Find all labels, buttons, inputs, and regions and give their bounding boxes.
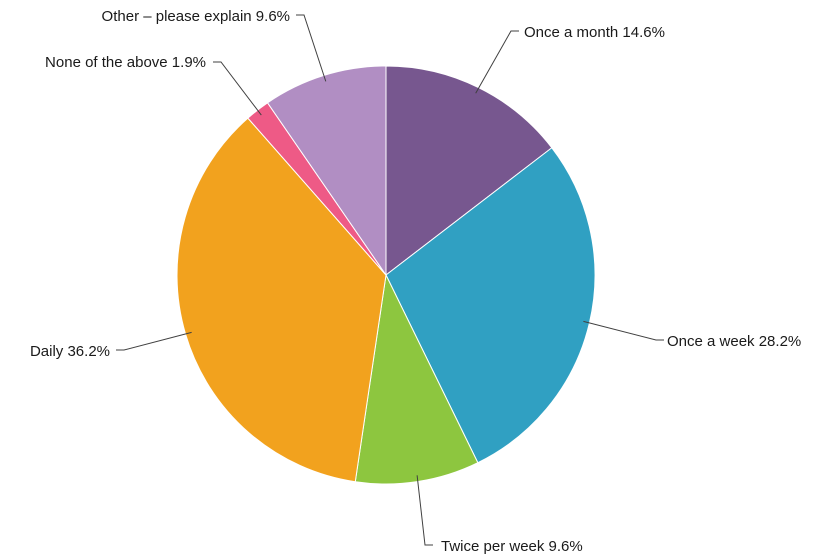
leader-line <box>213 61 262 116</box>
pie-slices <box>176 65 596 485</box>
leader-line <box>416 475 433 546</box>
slice-label: Once a month 14.6% <box>524 24 665 41</box>
leader-line <box>116 331 192 351</box>
slice-label: None of the above 1.9% <box>45 54 206 71</box>
leader-line <box>296 14 327 82</box>
leader-line <box>475 30 519 94</box>
slice-label: Once a week 28.2% <box>667 333 801 350</box>
slice-labels: Once a month 14.6% Once a week 28.2% Twice… <box>30 8 801 555</box>
slice-label: Daily 36.2% <box>30 343 110 360</box>
slice-label: Twice per week 9.6% <box>441 538 583 555</box>
leader-line <box>583 320 664 341</box>
slice-label: Other – please explain 9.6% <box>102 8 290 25</box>
leader-lines <box>116 14 664 546</box>
